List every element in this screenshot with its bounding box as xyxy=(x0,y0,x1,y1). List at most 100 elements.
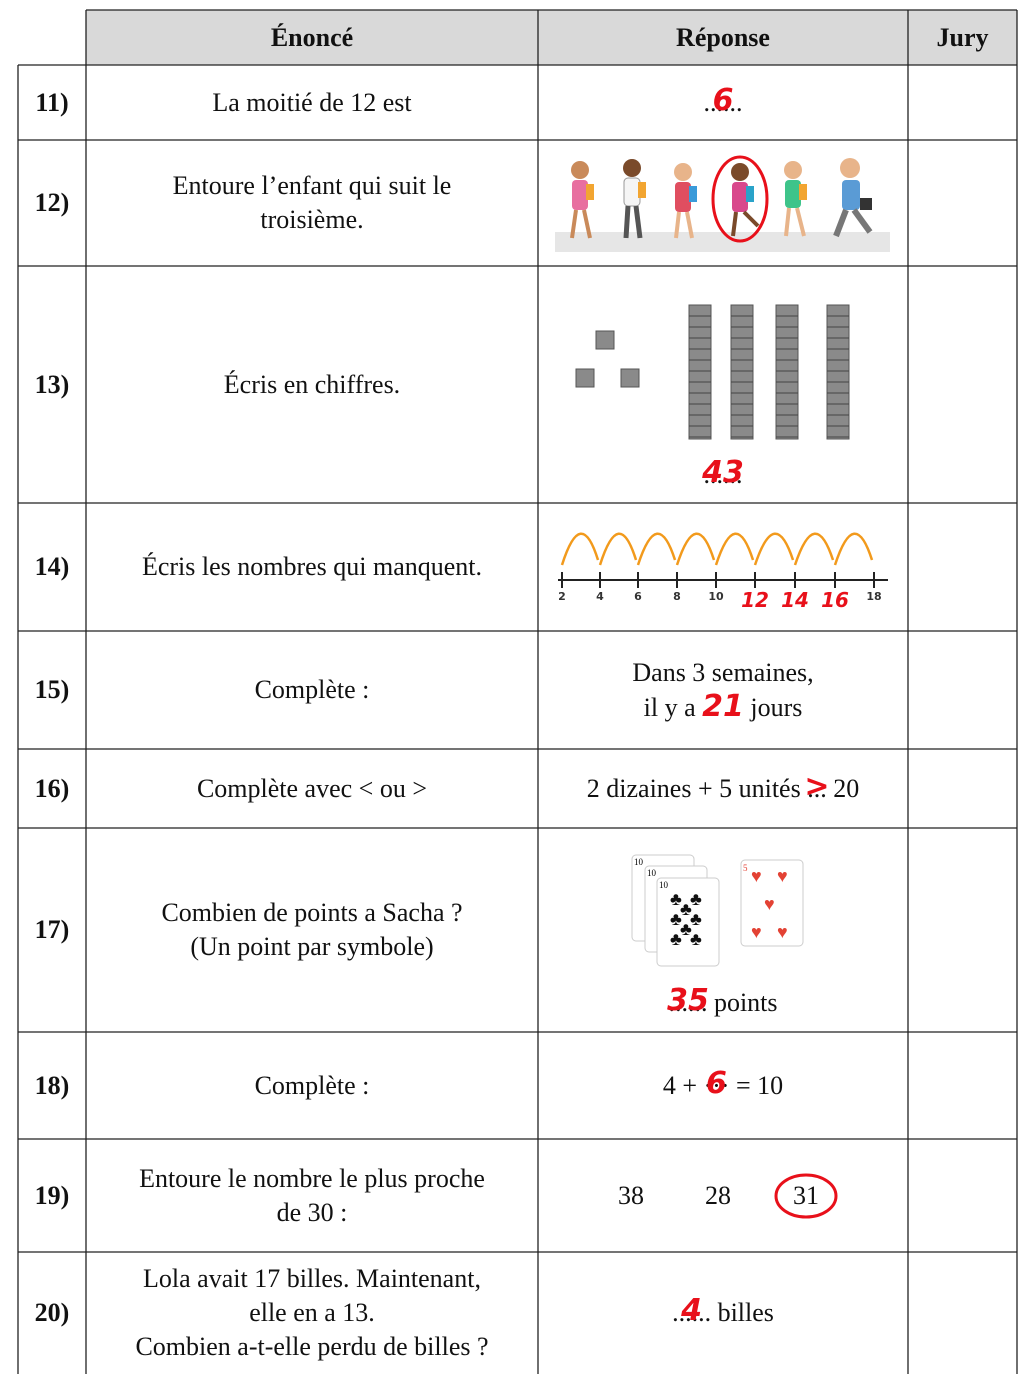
row-number: 11) xyxy=(35,87,69,117)
jump-arc xyxy=(636,532,677,566)
svg-text:♣: ♣ xyxy=(680,899,692,919)
answer: 4 xyxy=(681,1293,703,1328)
prompt-line: Écris les nombres qui manquent. xyxy=(141,552,483,581)
prompt-line: Complète avec < ou > xyxy=(196,773,428,803)
svg-text:♥: ♥ xyxy=(777,922,788,942)
prompt-line: Combien a-t-elle perdu de billes ? xyxy=(135,1332,489,1361)
svg-text:♣: ♣ xyxy=(670,909,682,929)
text: points xyxy=(713,987,778,1017)
answer: > xyxy=(804,768,830,804)
children-image xyxy=(555,155,890,252)
prompt-line: Complète : xyxy=(254,1070,370,1100)
card-label: 10 xyxy=(634,857,644,867)
prompt-line: Entoure le nombre le plus proche xyxy=(139,1163,485,1193)
svg-text:♥: ♥ xyxy=(751,922,762,942)
answer: 43 xyxy=(702,455,744,490)
choice: 28 xyxy=(705,1180,731,1210)
text: = 10 xyxy=(735,1070,784,1100)
response: ...... 6 xyxy=(538,65,908,140)
tick-label: 18 xyxy=(866,590,881,603)
dots: ··· xyxy=(703,1070,730,1100)
prompt-line: Combien de points a Sacha ? xyxy=(161,898,463,927)
answer: 6 xyxy=(706,1065,727,1101)
number-line xyxy=(558,532,888,588)
card-label: 5 xyxy=(743,863,748,873)
prompt-line: elle en a 13. xyxy=(249,1298,375,1327)
card-label: 10 xyxy=(659,880,669,890)
svg-text:♣: ♣ xyxy=(690,929,702,949)
prompt: La moitié de 12 est xyxy=(86,65,538,140)
tick-label: 10 xyxy=(708,590,724,603)
grid xyxy=(17,9,1018,1374)
row-number: 14) xyxy=(34,552,70,581)
answer: 35 xyxy=(667,982,709,1018)
prompt: Entoure le nombre le plus proche de 30 : xyxy=(86,1139,538,1252)
prompt: Lola avait 17 billes. Maintenant, elle en… xyxy=(86,1252,538,1374)
prompt-line: Lola avait 17 billes. Maintenant, xyxy=(143,1264,481,1293)
svg-text:♣: ♣ xyxy=(680,919,692,939)
prompt-line: troisième. xyxy=(260,205,364,234)
response: Dans 3 semaines, il y a 21 jours xyxy=(538,631,908,749)
prompt: Écris en chiffres. xyxy=(86,266,538,503)
tick-label: 4 xyxy=(596,590,604,603)
answer: 6 xyxy=(712,82,734,118)
jump-arc xyxy=(714,532,755,566)
dots: ...... xyxy=(703,87,743,117)
block-lines xyxy=(689,315,849,438)
prompt: Écris les nombres qui manquent. xyxy=(86,503,538,631)
row-number: 19) xyxy=(34,1180,70,1210)
prompt-line: Entoure l’enfant qui suit le xyxy=(172,171,452,200)
cards: ♣ ♣♣ ♣♣♣ ♣♣ ♥ ♥♥♥ ♥ 10 10 10 5 xyxy=(631,854,804,967)
row-number: 17) xyxy=(34,915,70,944)
text: Dans 3 semaines, xyxy=(632,657,814,687)
dots: ... xyxy=(807,773,827,803)
row-number: 12) xyxy=(34,188,70,217)
svg-text:♣: ♣ xyxy=(670,889,682,909)
base-ten-blocks xyxy=(575,304,850,440)
text: il y a xyxy=(643,692,696,722)
svg-text:♥: ♥ xyxy=(764,894,775,914)
row-number: 16) xyxy=(34,773,70,803)
answer-circle xyxy=(774,1173,838,1219)
response: ...... 43 xyxy=(538,455,908,495)
column-header: Jury xyxy=(936,22,989,52)
prompt-line: (Un point par symbole) xyxy=(190,932,434,961)
answer: 16 xyxy=(821,588,849,612)
jump-arc xyxy=(793,532,835,566)
column-header: Réponse xyxy=(676,22,770,52)
choice: 31 xyxy=(793,1180,819,1210)
svg-text:♥: ♥ xyxy=(751,866,762,886)
header-bg xyxy=(86,10,1017,65)
row-number: 18) xyxy=(34,1070,70,1100)
response: 2 dizaines + 5 unités ... > 20 xyxy=(538,749,908,828)
row-number: 15) xyxy=(34,675,70,704)
svg-text:♣: ♣ xyxy=(690,889,702,909)
dots: ...... xyxy=(668,987,708,1017)
prompt: Complète avec < ou > xyxy=(86,749,538,828)
answer: 12 xyxy=(741,588,769,612)
prompt: Complète : xyxy=(86,1032,538,1139)
tick-label: 6 xyxy=(634,590,642,603)
row-number: 13) xyxy=(34,369,70,399)
prompt-line: La moitié de 12 est xyxy=(212,87,412,117)
text: 4 + xyxy=(662,1070,697,1100)
response: 4 + ··· 6 = 10 xyxy=(538,1032,908,1139)
text: billes xyxy=(717,1298,774,1327)
card-label: 10 xyxy=(647,868,657,878)
dots: ...... xyxy=(672,1298,712,1327)
prompt-line: Écris en chiffres. xyxy=(223,369,401,399)
jump-arc xyxy=(560,532,600,566)
text: jours xyxy=(750,692,803,722)
choice: 38 xyxy=(618,1180,644,1210)
answer: 14 xyxy=(781,588,809,612)
jump-arc xyxy=(675,532,716,566)
text: 2 dizaines + 5 unités xyxy=(586,773,801,803)
prompt-line: de 30 : xyxy=(276,1197,348,1227)
response: ...... 4 billes xyxy=(538,1252,908,1374)
svg-text:♥: ♥ xyxy=(777,866,788,886)
jump-arc xyxy=(753,532,795,566)
response: ...... 35 points xyxy=(538,980,908,1025)
jump-arc xyxy=(833,532,874,566)
